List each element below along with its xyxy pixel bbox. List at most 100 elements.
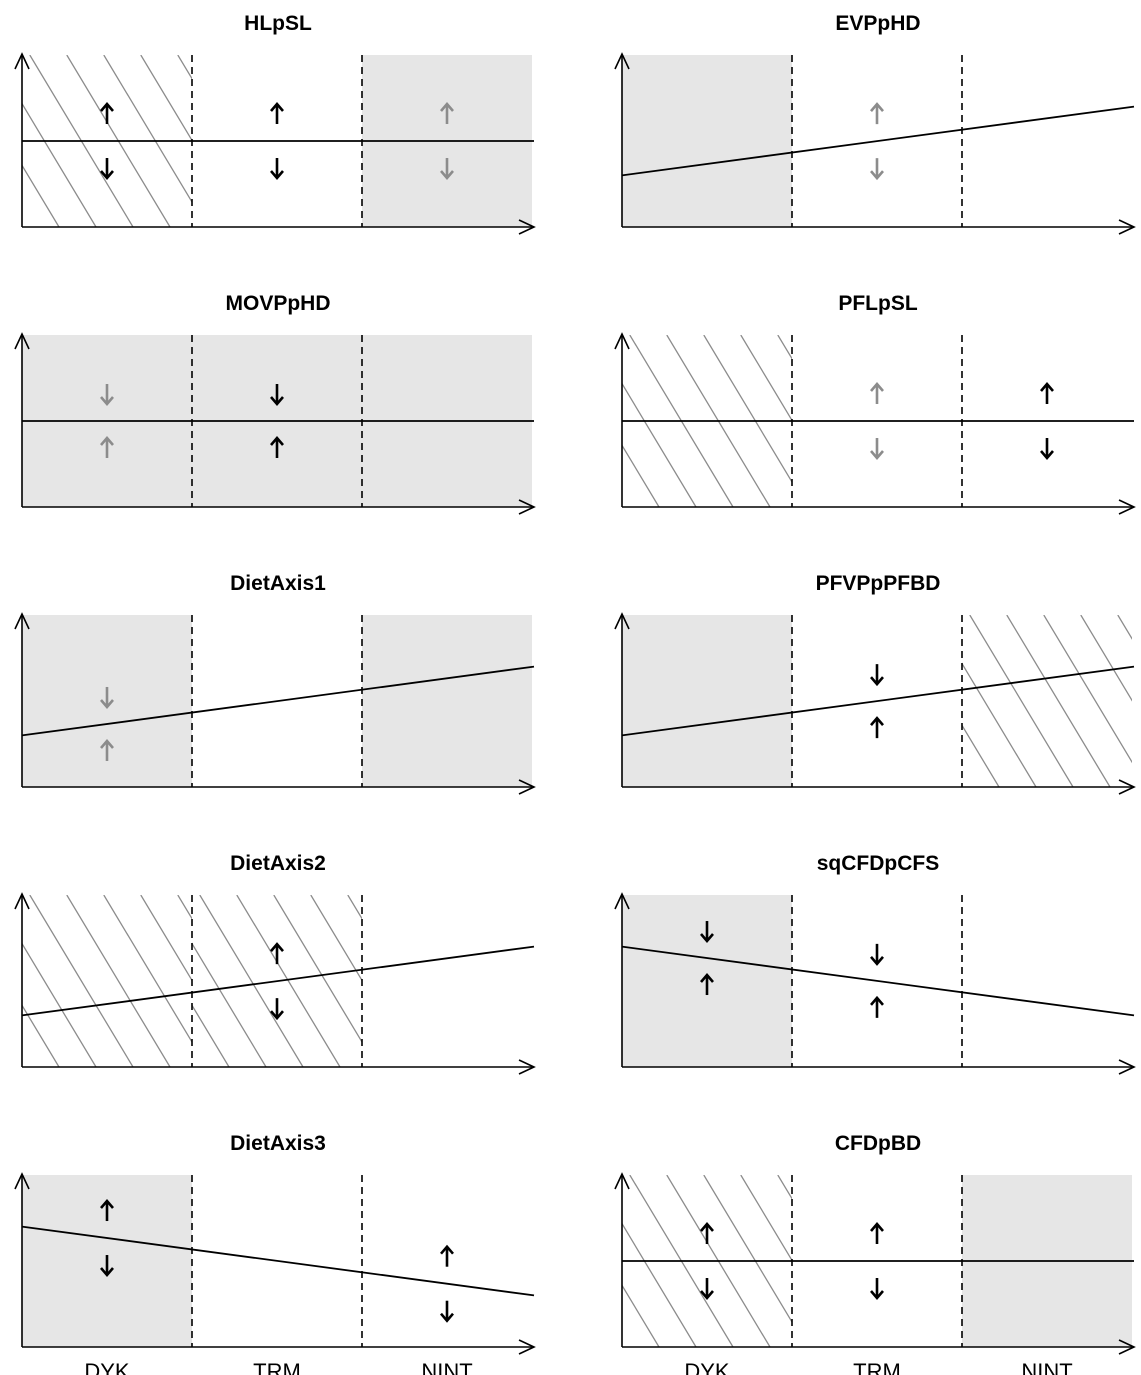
arrow-down-icon (440, 1300, 454, 1323)
y-axis-arrow-icon (614, 892, 630, 910)
arrow-down-icon (870, 158, 884, 181)
arrow-head (700, 1290, 714, 1300)
arrow-down-icon (700, 1278, 714, 1300)
arrow-down-icon (440, 158, 454, 180)
hatch-line (140, 55, 192, 142)
chart-panel: PFLpSL (614, 292, 1136, 515)
category-label-dyk: DYK (84, 1359, 130, 1375)
x-axis-arrow-icon (1118, 219, 1136, 235)
arrow-head (1040, 382, 1054, 392)
x-axis-arrow-icon (518, 1059, 536, 1075)
arrow-pair-trm (270, 384, 284, 458)
arrow-pair-trm (870, 943, 884, 1018)
arrow-down-icon (870, 438, 884, 460)
arrow-head (100, 170, 114, 180)
arrow-head (100, 699, 114, 709)
chart-panel: CFDpBD DYK TRM NINT (614, 1132, 1136, 1375)
panel-title: CFDpBD (835, 1132, 921, 1155)
series-line (21, 665, 535, 737)
y-axis-arrow-icon (14, 612, 30, 630)
arrow-head (270, 942, 284, 952)
hatch-line (22, 225, 23, 227)
arrow-up-icon (870, 716, 884, 739)
x-axis-arrow-icon (518, 219, 536, 235)
arrow-head (870, 382, 884, 392)
panel-title: DietAxis2 (230, 852, 326, 875)
arrow-up-icon (100, 436, 114, 458)
arrow-down-icon (870, 664, 884, 687)
hatch-line (622, 444, 660, 507)
arrow-up-icon (440, 1244, 454, 1267)
arrow-head (440, 102, 454, 112)
y-axis-arrow-icon (614, 1172, 630, 1190)
arrow-head (100, 1199, 114, 1209)
panel-title: EVPpHD (835, 12, 920, 35)
hatch-line (385, 895, 488, 1067)
arrow-down-icon (100, 686, 114, 709)
y-axis-arrow-icon (614, 52, 630, 70)
arrow-pair-trm (270, 942, 284, 1021)
hatch-line (622, 505, 623, 507)
chart-panel: PFVPpPFBD (614, 572, 1136, 795)
arrow-head (870, 450, 884, 460)
arrow-head (870, 956, 884, 966)
arrow-head (100, 1267, 114, 1278)
arrow-up-icon (270, 436, 284, 458)
hatch-line (962, 662, 1037, 787)
arrow-down-icon (870, 1278, 884, 1300)
hatch-line (199, 895, 304, 1067)
hatch-line (236, 895, 341, 1067)
hatch-line (740, 1175, 792, 1262)
category-label-nint: NINT (1021, 1359, 1072, 1375)
hatch-line (622, 1345, 623, 1347)
arrow-up-icon (270, 942, 284, 965)
hatch-line (273, 895, 362, 1044)
hatch-line (740, 335, 792, 422)
hatch-line (29, 895, 134, 1067)
arrow-head (700, 933, 714, 944)
arrow-pair-nint (440, 1244, 454, 1323)
arrow-head (270, 102, 284, 112)
arrow-pair-trm (870, 102, 884, 181)
arrow-up-icon (870, 102, 884, 125)
chart-panel: HLpSL (14, 12, 536, 235)
arrow-up-icon (100, 1199, 114, 1222)
arrow-pair-trm (870, 664, 884, 739)
panel-title: DietAxis1 (230, 572, 326, 595)
x-axis-arrow-icon (518, 779, 536, 795)
arrow-head (270, 170, 284, 180)
arrow-up-icon (870, 382, 884, 404)
chart-panel: EVPpHD (614, 12, 1136, 235)
arrow-head (270, 396, 284, 406)
panel-title: DietAxis3 (230, 1132, 326, 1155)
y-axis-arrow-icon (614, 332, 630, 350)
hatch-line (177, 895, 192, 920)
region-shade-dyk (622, 55, 792, 227)
hatch-line (347, 895, 362, 920)
hatch-line (192, 942, 267, 1067)
arrow-down-icon (100, 384, 114, 406)
region-shade-dyk (622, 615, 792, 787)
arrow-head (100, 396, 114, 406)
category-label-nint: NINT (421, 1359, 472, 1375)
x-axis-arrow-icon (1118, 1059, 1136, 1075)
arrow-down-icon (270, 384, 284, 406)
hatch-line (969, 615, 1074, 787)
hatch-line (310, 895, 362, 982)
y-axis-arrow-icon (614, 612, 630, 630)
category-label-dyk: DYK (684, 1359, 730, 1375)
chart-panel: DietAxis3 DYK TRM NINT (14, 1132, 536, 1375)
hatch-line (622, 1284, 660, 1347)
arrow-pair-nint (440, 102, 454, 180)
chart-panel: DietAxis1 (14, 572, 536, 795)
arrow-up-icon (440, 102, 454, 124)
arrow-head (700, 1222, 714, 1232)
hatch-line (215, 895, 318, 1067)
hatch-line (192, 1065, 193, 1067)
arrow-head (1040, 450, 1054, 460)
arrow-down-icon (270, 998, 284, 1021)
hatch-line (103, 895, 192, 1044)
x-axis-arrow-icon (1118, 1339, 1136, 1355)
panel-title: HLpSL (244, 12, 312, 35)
